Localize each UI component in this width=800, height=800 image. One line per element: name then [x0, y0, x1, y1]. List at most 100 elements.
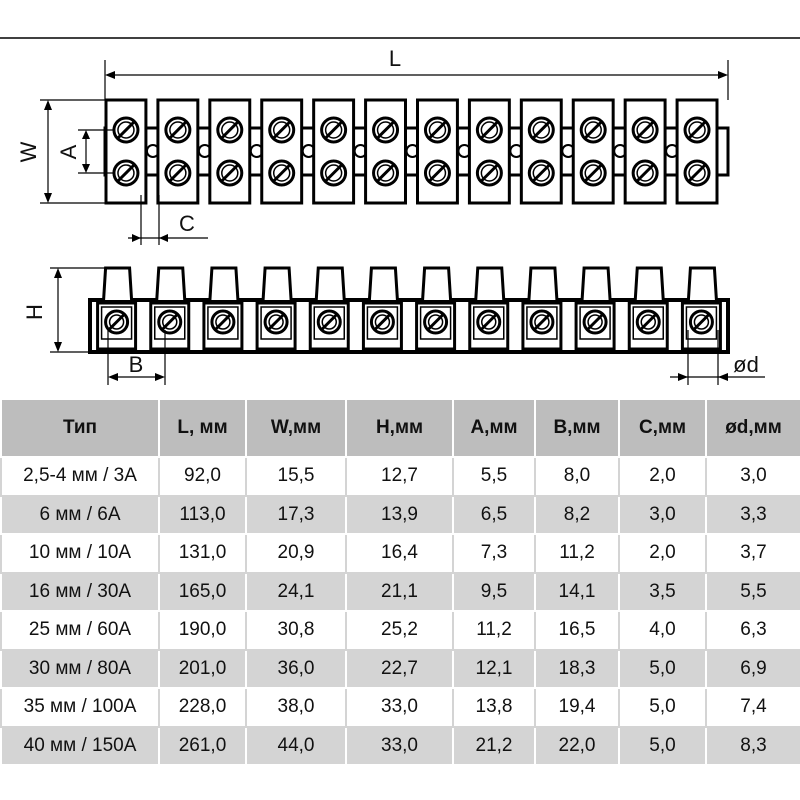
cell: 3,7 — [705, 533, 800, 574]
cell: 20,9 — [245, 533, 347, 574]
cell: 36,0 — [245, 648, 347, 689]
cell: 12,7 — [345, 456, 454, 497]
dim-label: A — [56, 144, 81, 159]
cell: ød,мм — [705, 398, 800, 458]
cell: 261,0 — [158, 725, 247, 766]
cell: 3,0 — [618, 494, 707, 535]
screw-slot — [321, 313, 338, 331]
dim-line — [107, 330, 166, 385]
screw-slot — [584, 163, 603, 183]
cell: 2,0 — [618, 456, 707, 497]
screw-slot — [636, 163, 655, 183]
cell: 165,0 — [158, 571, 247, 612]
arrow — [678, 373, 728, 381]
screw-slot — [116, 163, 136, 183]
screw-slot — [428, 120, 447, 140]
terminal — [623, 98, 667, 205]
dim-line — [78, 129, 115, 174]
table-row: 16 мм / 30А 165,0 24,1 21,1 9,5 14,1 3,5 5,5 — [0, 571, 800, 612]
screw-slot — [161, 313, 178, 331]
cell: 33,0 — [345, 687, 454, 728]
terminal — [312, 98, 356, 205]
cap — [208, 266, 240, 301]
base — [88, 298, 730, 354]
table-row: 35 мм / 100А 228,0 38,0 33,0 13,8 19,4 5,0 7,4 — [0, 687, 800, 728]
cap — [261, 266, 293, 301]
top-view — [103, 98, 730, 205]
screw-slot — [533, 313, 550, 331]
cell: 11,2 — [452, 610, 536, 651]
cell: B,мм — [534, 398, 620, 458]
cell: H,мм — [345, 398, 454, 458]
screw-slot — [108, 313, 125, 331]
screw-slot — [427, 313, 444, 331]
cell: 2,5-4 мм / 3А — [0, 456, 160, 497]
screw-slot — [587, 313, 604, 331]
terminal — [571, 98, 615, 205]
drawing: L W A C H B ød — [0, 37, 800, 385]
cell: 5,5 — [452, 456, 536, 497]
screw-slot — [168, 163, 187, 183]
screw-slot — [532, 120, 551, 140]
terminal — [104, 98, 148, 205]
cell: 190,0 — [158, 610, 247, 651]
screw-slot — [636, 120, 655, 140]
cap — [527, 266, 559, 301]
screw-slot — [374, 313, 391, 331]
screw-slot — [324, 120, 343, 140]
cell: 7,3 — [452, 533, 536, 574]
cell: W,мм — [245, 398, 347, 458]
cell: 5,5 — [705, 571, 800, 612]
cell: 5,0 — [618, 687, 707, 728]
cap — [314, 266, 346, 301]
cell: 5,0 — [618, 648, 707, 689]
cell: 33,0 — [345, 725, 454, 766]
cell: 8,3 — [705, 725, 800, 766]
cap — [367, 266, 399, 301]
table-row: 25 мм / 60А 190,0 30,8 25,2 11,2 16,5 4,0 6,3 — [0, 610, 800, 651]
cap — [421, 266, 453, 301]
cell: 228,0 — [158, 687, 247, 728]
cell: 7,4 — [705, 687, 800, 728]
cell: 13,9 — [345, 494, 454, 535]
cell: 35 мм / 100А — [0, 687, 160, 728]
cell: 2,0 — [618, 533, 707, 574]
dim-label: ød — [733, 352, 759, 377]
screw-slot — [324, 163, 343, 183]
cell: 19,4 — [534, 687, 620, 728]
terminal — [208, 98, 252, 205]
terminal — [416, 98, 459, 205]
terminal — [364, 98, 408, 205]
cell: 24,1 — [245, 571, 347, 612]
screw-slot — [116, 120, 136, 140]
screw-slot — [220, 163, 239, 183]
cap — [474, 266, 506, 301]
dim-label: B — [129, 352, 144, 377]
dim-line — [50, 267, 110, 353]
cell: Тип — [0, 398, 160, 458]
cell: L, мм — [158, 398, 247, 458]
cell: 18,3 — [534, 648, 620, 689]
cap — [102, 266, 134, 301]
table-row: 30 мм / 80А 201,0 36,0 22,7 12,1 18,3 5,0 6,9 — [0, 648, 800, 689]
screw-slot — [480, 163, 499, 183]
cap — [580, 266, 612, 301]
table-row: 6 мм / 6А 113,0 17,3 13,9 6,5 8,2 3,0 3,3 — [0, 494, 800, 535]
cell: 22,7 — [345, 648, 454, 689]
arrow — [132, 234, 168, 242]
screw-slot — [376, 120, 395, 140]
cell: 3,3 — [705, 494, 800, 535]
screw-slot — [640, 313, 657, 331]
cell: 6,9 — [705, 648, 800, 689]
header-row: Тип L, мм W,мм H,мм A,мм B,мм C,мм ød,мм — [0, 398, 800, 458]
cell: 5,0 — [618, 725, 707, 766]
screw-slot — [687, 120, 707, 140]
cell: 6 мм / 6А — [0, 494, 160, 535]
cell: 17,3 — [245, 494, 347, 535]
cell: 6,5 — [452, 494, 536, 535]
cell: 14,1 — [534, 571, 620, 612]
cell: 8,2 — [534, 494, 620, 535]
dim-line — [104, 60, 729, 100]
cell: 16,5 — [534, 610, 620, 651]
